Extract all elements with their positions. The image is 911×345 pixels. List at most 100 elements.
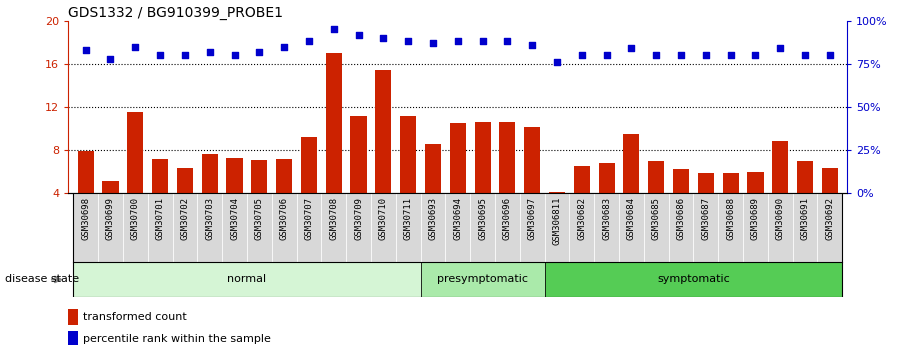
Bar bbox=[276, 159, 292, 193]
Bar bbox=[569, 193, 594, 262]
Bar bbox=[669, 193, 693, 262]
Bar bbox=[693, 193, 718, 262]
Text: GSM30710: GSM30710 bbox=[379, 197, 388, 240]
Bar bbox=[177, 168, 193, 193]
Text: GSM30707: GSM30707 bbox=[304, 197, 313, 240]
Point bbox=[450, 39, 465, 44]
Bar bbox=[301, 137, 317, 193]
Text: GSM30703: GSM30703 bbox=[205, 197, 214, 240]
Bar bbox=[594, 193, 619, 262]
Bar bbox=[247, 193, 271, 262]
Point bbox=[202, 49, 217, 55]
Text: normal: normal bbox=[228, 275, 267, 284]
Bar bbox=[619, 193, 644, 262]
Text: GSM30708: GSM30708 bbox=[329, 197, 338, 240]
Point bbox=[302, 39, 316, 44]
Text: GSM30704: GSM30704 bbox=[230, 197, 239, 240]
Text: GSM30695: GSM30695 bbox=[478, 197, 487, 240]
Text: transformed count: transformed count bbox=[83, 312, 187, 322]
Bar bbox=[495, 193, 520, 262]
Bar bbox=[198, 193, 222, 262]
Point bbox=[178, 52, 192, 58]
Point bbox=[649, 52, 663, 58]
Bar bbox=[351, 116, 366, 193]
Bar bbox=[574, 166, 589, 193]
Bar bbox=[793, 193, 817, 262]
Point bbox=[599, 52, 614, 58]
Text: GSM30701: GSM30701 bbox=[156, 197, 165, 240]
Bar bbox=[400, 116, 416, 193]
Bar bbox=[395, 193, 421, 262]
Bar bbox=[822, 168, 838, 193]
Bar bbox=[297, 193, 322, 262]
Point bbox=[78, 47, 93, 53]
Text: GSM30699: GSM30699 bbox=[106, 197, 115, 240]
Point bbox=[525, 42, 539, 48]
Text: GSM30686: GSM30686 bbox=[677, 197, 686, 240]
Point bbox=[476, 39, 490, 44]
Bar bbox=[421, 193, 445, 262]
Bar bbox=[73, 262, 421, 297]
Text: GSM30697: GSM30697 bbox=[527, 197, 537, 240]
Bar bbox=[549, 192, 565, 193]
Point bbox=[798, 52, 813, 58]
Text: GDS1332 / BG910399_PROBE1: GDS1332 / BG910399_PROBE1 bbox=[68, 6, 283, 20]
Bar bbox=[425, 144, 441, 193]
Point bbox=[103, 56, 118, 61]
Text: GSM30709: GSM30709 bbox=[354, 197, 363, 240]
Text: GSM30696: GSM30696 bbox=[503, 197, 512, 240]
Text: GSM30702: GSM30702 bbox=[180, 197, 189, 240]
Point bbox=[823, 52, 837, 58]
Bar bbox=[623, 134, 640, 193]
Text: GSM30684: GSM30684 bbox=[627, 197, 636, 240]
Bar bbox=[73, 193, 98, 262]
Point bbox=[425, 40, 440, 46]
Bar bbox=[421, 262, 545, 297]
Bar bbox=[102, 181, 118, 193]
Point bbox=[128, 44, 143, 49]
Bar bbox=[520, 193, 545, 262]
Bar bbox=[375, 70, 392, 193]
Text: GSM30694: GSM30694 bbox=[454, 197, 462, 240]
Bar bbox=[545, 193, 569, 262]
Bar bbox=[470, 193, 495, 262]
Point bbox=[549, 59, 564, 65]
Point bbox=[252, 49, 267, 55]
Point bbox=[575, 52, 589, 58]
Bar bbox=[545, 262, 843, 297]
Bar bbox=[222, 193, 247, 262]
Bar bbox=[698, 173, 714, 193]
Bar bbox=[768, 193, 793, 262]
Text: GSM30688: GSM30688 bbox=[726, 197, 735, 240]
Text: GSM30690: GSM30690 bbox=[776, 197, 784, 240]
Text: GSM30698: GSM30698 bbox=[81, 197, 90, 240]
Text: GSM30692: GSM30692 bbox=[825, 197, 834, 240]
Point bbox=[153, 52, 168, 58]
Text: disease state: disease state bbox=[5, 275, 78, 284]
Bar bbox=[797, 161, 814, 193]
Bar bbox=[722, 173, 739, 193]
Bar bbox=[475, 122, 491, 193]
Bar bbox=[499, 122, 516, 193]
Point bbox=[699, 52, 713, 58]
Bar bbox=[346, 193, 371, 262]
Bar bbox=[718, 193, 743, 262]
Bar bbox=[128, 112, 143, 193]
Text: GSM30693: GSM30693 bbox=[428, 197, 437, 240]
Point bbox=[723, 52, 738, 58]
Point bbox=[376, 35, 391, 41]
Bar bbox=[817, 193, 843, 262]
Text: symptomatic: symptomatic bbox=[657, 275, 730, 284]
Bar bbox=[524, 127, 540, 193]
Point bbox=[773, 46, 787, 51]
Bar bbox=[148, 193, 172, 262]
Text: GSM30687: GSM30687 bbox=[701, 197, 711, 240]
Text: GSM30685: GSM30685 bbox=[651, 197, 660, 240]
Point bbox=[277, 44, 292, 49]
Point bbox=[500, 39, 515, 44]
Bar bbox=[673, 169, 689, 193]
Bar bbox=[152, 159, 169, 193]
Bar bbox=[644, 193, 669, 262]
Bar bbox=[123, 193, 148, 262]
Point bbox=[352, 32, 366, 37]
